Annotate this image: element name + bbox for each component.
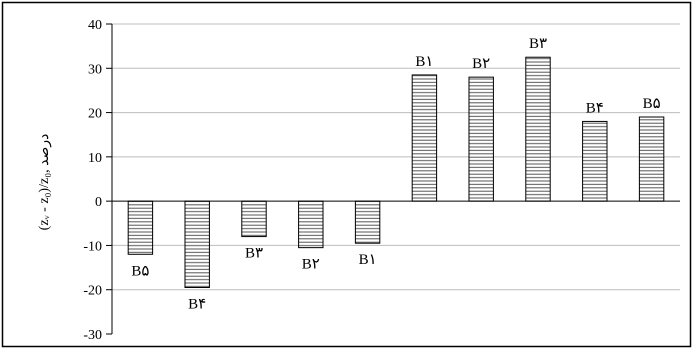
bar-label: B۲ xyxy=(472,56,490,72)
y-tick-label: 40 xyxy=(88,18,102,33)
bars xyxy=(127,56,665,288)
bar xyxy=(184,200,210,288)
y-tick-label: -20 xyxy=(83,284,102,299)
bar-label: B۴ xyxy=(188,297,206,313)
y-tick-label: -30 xyxy=(83,328,102,343)
bar-label: B۵ xyxy=(131,263,149,279)
bar xyxy=(468,76,494,202)
y-tick-label: 20 xyxy=(88,107,102,122)
bar-label: B۵ xyxy=(643,96,661,112)
y-tick-label: 10 xyxy=(88,151,102,166)
bar xyxy=(298,200,324,249)
bar xyxy=(525,56,551,202)
bar xyxy=(582,120,608,202)
bar-labels: B۵ B۴ B۳ B۲ B۱ B۱ B۲ B۳ B۴ B۵ xyxy=(131,36,660,312)
bar xyxy=(127,200,154,255)
axes: 40 30 20 10 0 -10 -20 -30 xyxy=(83,18,680,343)
y-tick-label: -10 xyxy=(83,239,102,254)
bar xyxy=(638,116,665,202)
y-axis-label: (zᵥ - z₀)/z₀, درصد xyxy=(37,134,52,231)
y-tick-label: 0 xyxy=(95,195,102,210)
bar xyxy=(411,74,438,202)
y-tick-label: 30 xyxy=(88,62,102,77)
bar-label: B۳ xyxy=(529,36,547,52)
bar-label: B۱ xyxy=(415,54,433,70)
bar-label: B۳ xyxy=(245,246,263,262)
bar-label: B۱ xyxy=(359,252,377,268)
bar xyxy=(354,200,381,244)
bar-label: B۴ xyxy=(586,100,604,116)
bar xyxy=(241,200,267,238)
bar-label: B۲ xyxy=(302,257,320,273)
